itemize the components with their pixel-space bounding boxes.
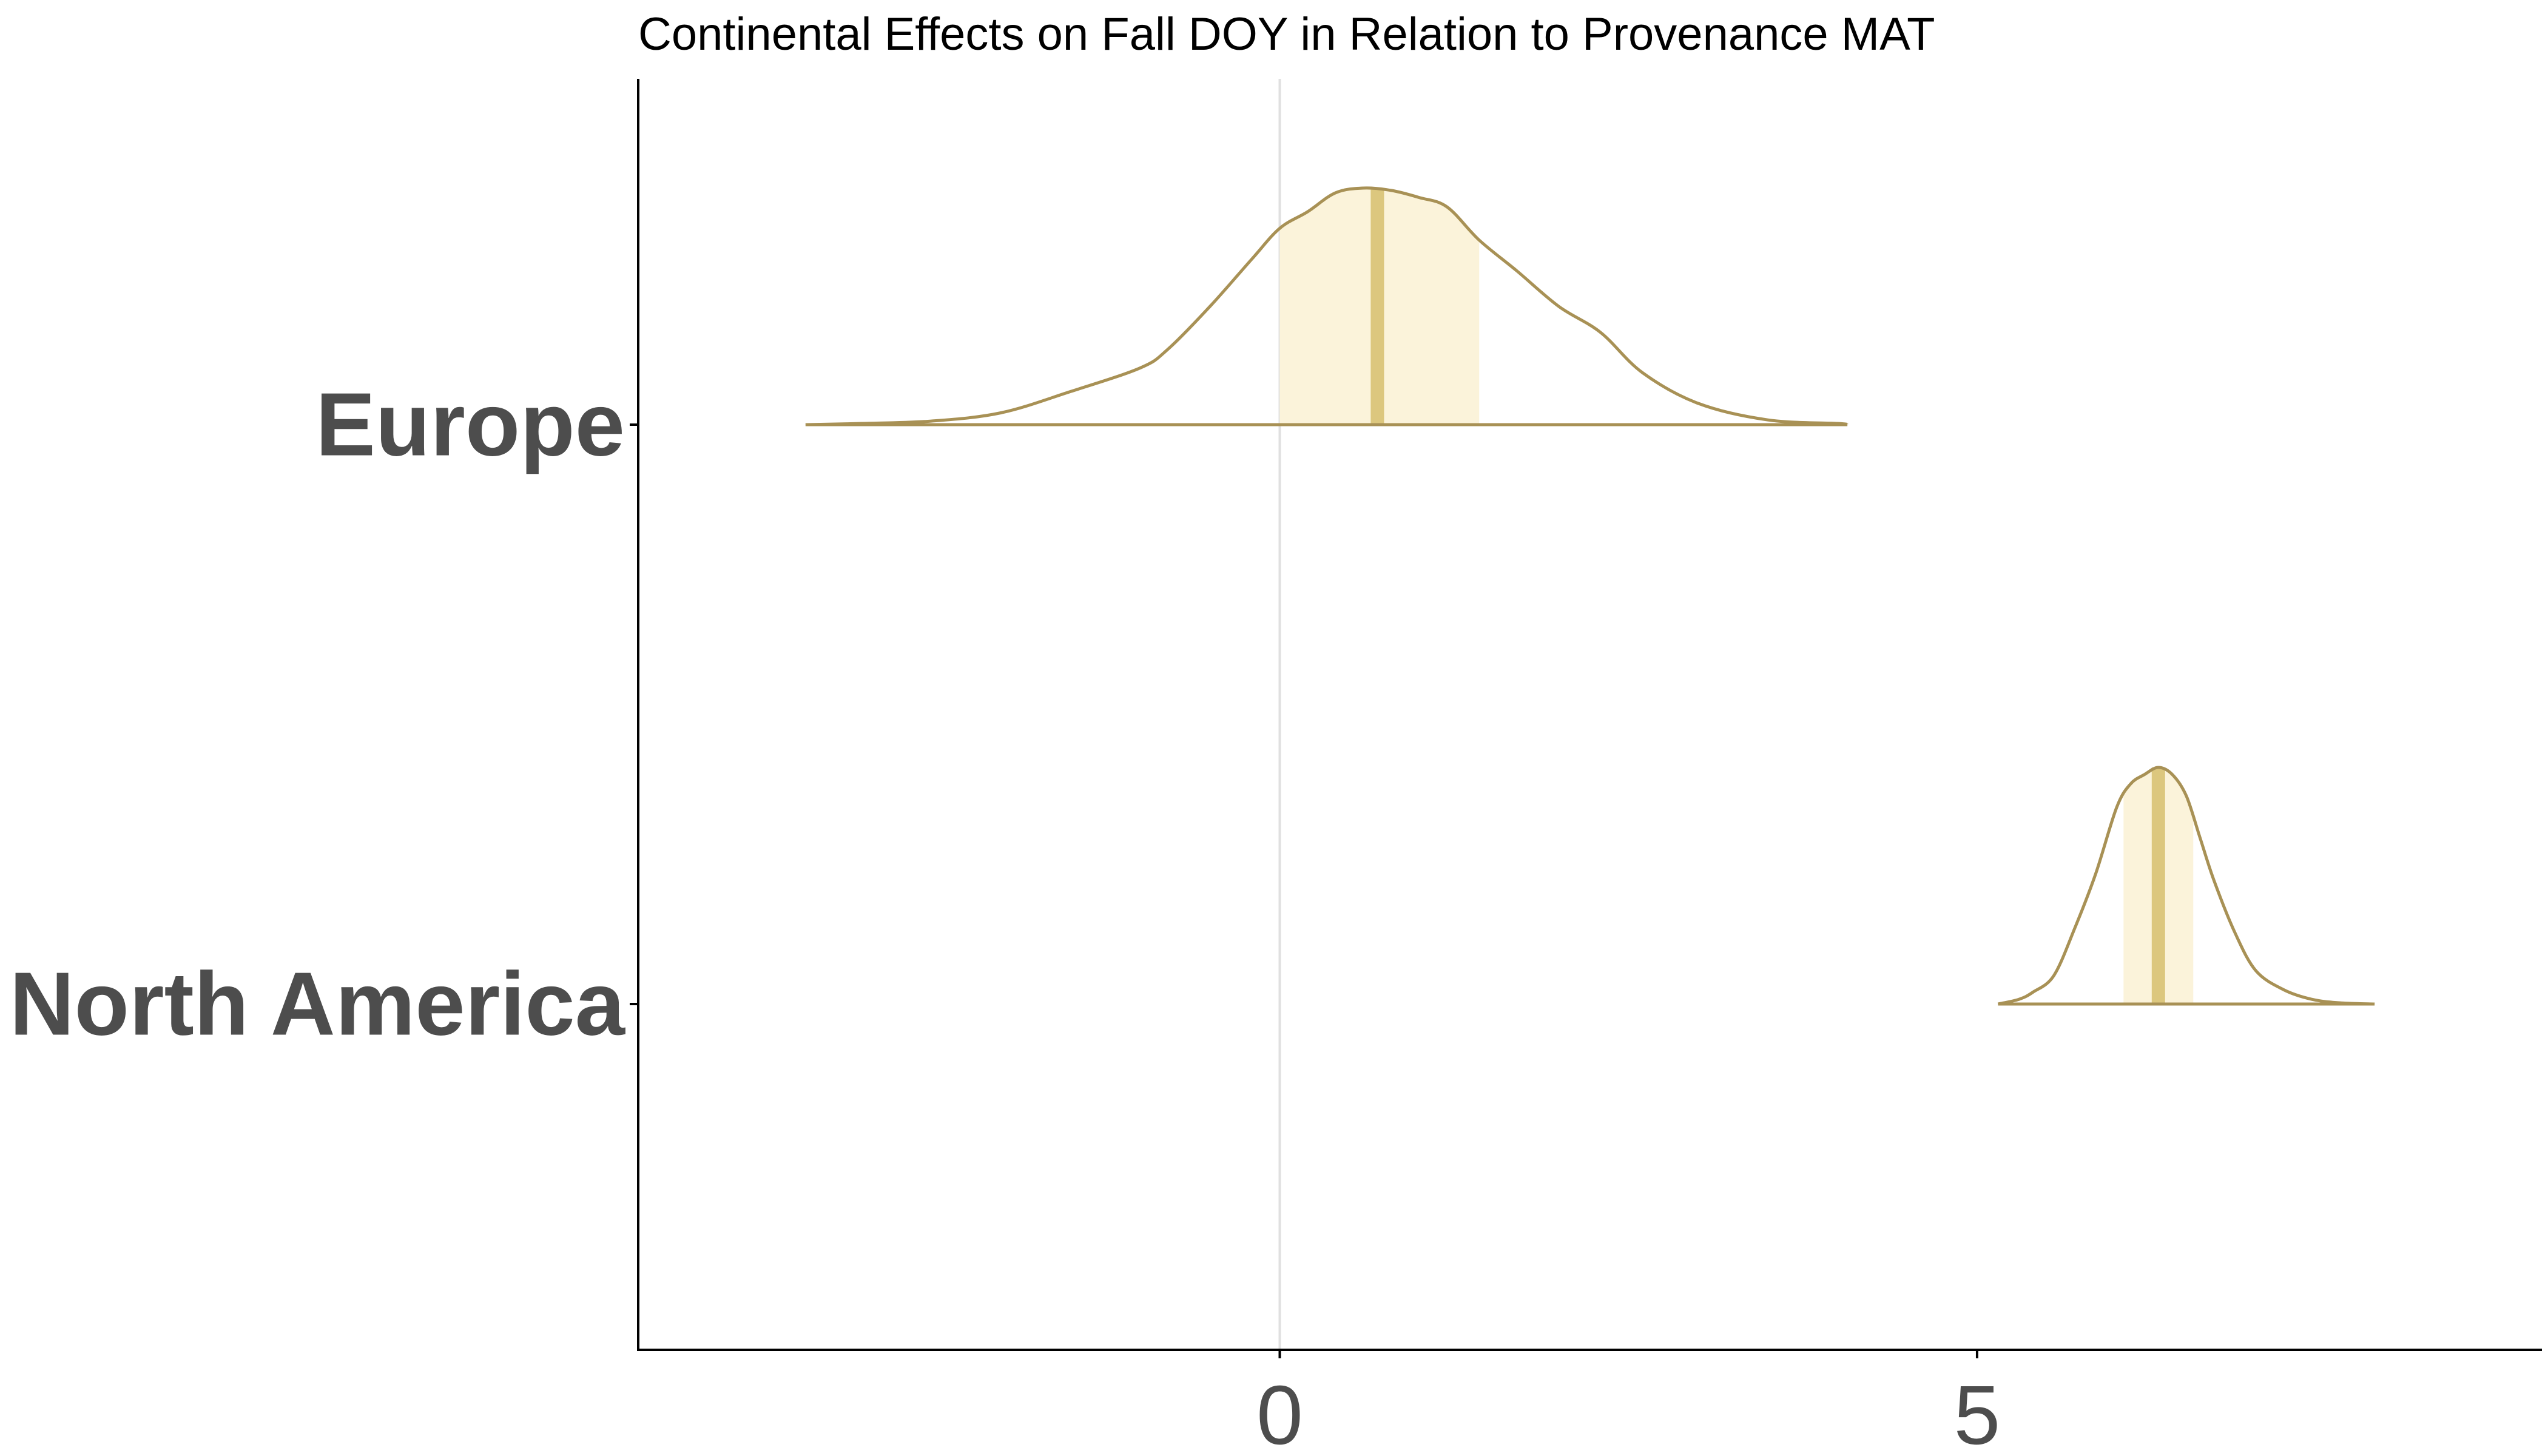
chart-title: Continental Effects on Fall DOY in Relat…: [638, 8, 1935, 60]
x-tick-label-5: 5: [1954, 1369, 2001, 1456]
density-curve-europe: [805, 186, 1849, 426]
axes: Europe North America 0 5: [10, 79, 2542, 1456]
y-tick-label-north-america: North America: [10, 954, 626, 1054]
y-tick-label-europe: Europe: [315, 375, 625, 475]
x-tick-label-0: 0: [1256, 1369, 1303, 1456]
density-curve-north-america: [1997, 766, 2375, 1006]
plot-area: [805, 79, 2375, 1350]
